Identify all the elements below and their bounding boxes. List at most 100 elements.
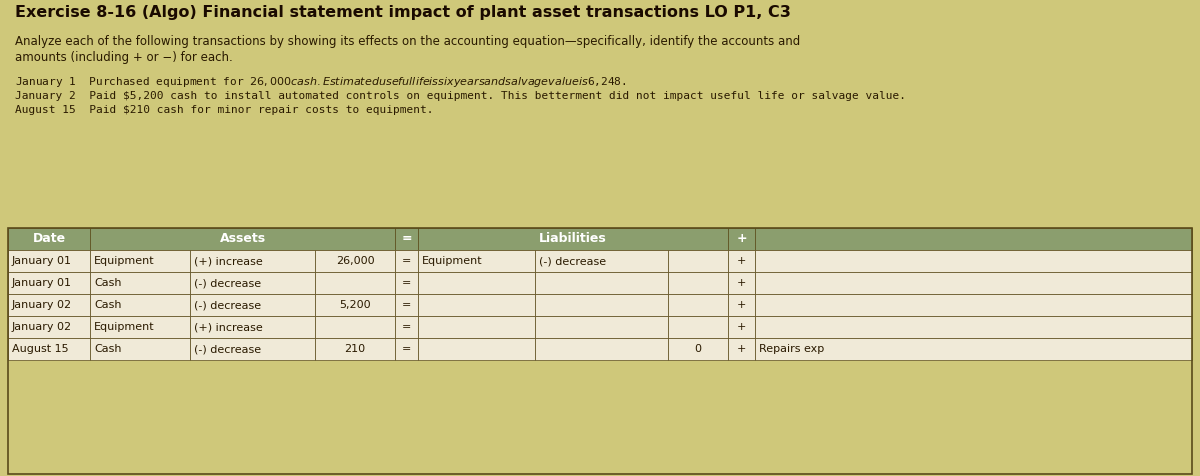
Bar [8,338,90,360]
Text: August 15  Paid $210 cash for minor repair costs to equipment.: August 15 Paid $210 cash for minor repai… [14,105,433,115]
Bar [90,228,395,250]
Text: =: = [402,256,412,266]
Text: =: = [401,232,412,246]
Text: +: + [737,300,746,310]
Text: (-) decrease: (-) decrease [194,300,262,310]
Bar [190,250,314,272]
Text: January 2  Paid $5,200 cash to install automated controls on equipment. This bet: January 2 Paid $5,200 cash to install au… [14,91,906,101]
Bar [418,316,535,338]
Text: +: + [736,232,746,246]
Text: (-) decrease: (-) decrease [194,344,262,354]
Bar [190,272,314,294]
Bar [395,228,418,250]
Bar [418,250,535,272]
Text: (+) increase: (+) increase [194,322,263,332]
Text: +: + [737,278,746,288]
Text: +: + [737,322,746,332]
Bar [668,338,728,360]
Bar [535,338,668,360]
Bar [8,316,90,338]
Bar [314,316,395,338]
Bar [418,294,535,316]
Bar [90,294,190,316]
Bar [668,316,728,338]
Text: Equipment: Equipment [94,256,155,266]
Text: August 15: August 15 [12,344,68,354]
Text: +: + [737,344,746,354]
Text: Equipment: Equipment [94,322,155,332]
Text: January 1  Purchased equipment for $26,000 cash. Estimated useful life is six ye: January 1 Purchased equipment for $26,00… [14,75,626,89]
Bar [755,272,1192,294]
Bar [314,250,395,272]
Bar [395,250,418,272]
Bar [190,294,314,316]
Bar [755,228,1192,250]
Text: January 02: January 02 [12,322,72,332]
Bar [90,316,190,338]
Bar [314,272,395,294]
Bar [314,294,395,316]
Bar [535,294,668,316]
Text: 26,000: 26,000 [336,256,374,266]
Bar [418,228,728,250]
Text: amounts (including + or −) for each.: amounts (including + or −) for each. [14,50,233,63]
Text: Assets: Assets [220,232,265,246]
Bar [8,228,1192,474]
Bar [728,250,755,272]
Text: Cash: Cash [94,300,121,310]
Text: (-) decrease: (-) decrease [539,256,606,266]
Text: Date: Date [32,232,66,246]
Bar [418,338,535,360]
Text: Cash: Cash [94,278,121,288]
Text: Exercise 8-16 (Algo) Financial statement impact of plant asset transactions LO P: Exercise 8-16 (Algo) Financial statement… [14,6,791,20]
Bar [395,272,418,294]
Bar [90,272,190,294]
Bar [755,316,1192,338]
Text: (+) increase: (+) increase [194,256,263,266]
Text: January 02: January 02 [12,300,72,310]
Bar [728,228,755,250]
Text: 5,200: 5,200 [340,300,371,310]
Bar [190,316,314,338]
Bar [728,316,755,338]
Text: 210: 210 [344,344,366,354]
Bar [668,294,728,316]
Bar [90,250,190,272]
Text: (-) decrease: (-) decrease [194,278,262,288]
Bar [535,316,668,338]
Bar [728,272,755,294]
Text: 0: 0 [695,344,702,354]
Bar [90,338,190,360]
Bar [190,338,314,360]
Text: =: = [402,300,412,310]
Bar [418,272,535,294]
Text: Repairs exp: Repairs exp [760,344,824,354]
Bar [8,294,90,316]
Text: +: + [737,256,746,266]
Bar [535,272,668,294]
Bar [314,338,395,360]
Bar [8,272,90,294]
Bar [8,228,90,250]
Bar [395,316,418,338]
Bar [755,338,1192,360]
Bar [668,272,728,294]
Bar [535,250,668,272]
Bar [728,338,755,360]
Text: Analyze each of the following transactions by showing its effects on the account: Analyze each of the following transactio… [14,36,800,49]
Text: =: = [402,322,412,332]
Bar [755,250,1192,272]
Text: =: = [402,344,412,354]
Text: Liabilities: Liabilities [539,232,607,246]
Bar [668,250,728,272]
Bar [8,250,90,272]
Bar [728,294,755,316]
Bar [395,294,418,316]
Text: =: = [402,278,412,288]
Text: January 01: January 01 [12,278,72,288]
Text: Equipment: Equipment [422,256,482,266]
Bar [755,294,1192,316]
Bar [395,338,418,360]
Text: January 01: January 01 [12,256,72,266]
Text: Cash: Cash [94,344,121,354]
